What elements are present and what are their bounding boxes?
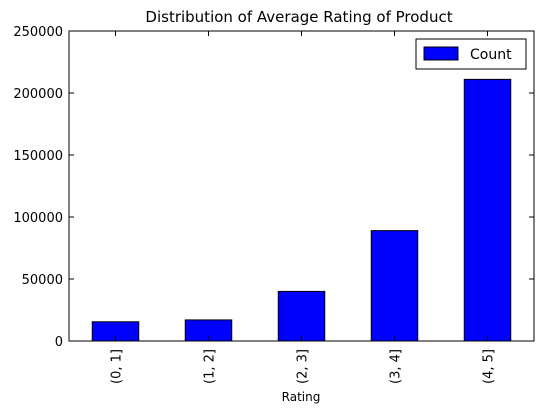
y-tick-label-1: 50000 [22, 273, 63, 288]
x-axis: (0, 1] (1, 2] (2, 3] (3, 4] (4, 5] [110, 31, 497, 384]
x-tick-label-2: (2, 3] [296, 349, 311, 384]
plot-frame [68, 30, 535, 342]
y-tick-label-5: 250000 [13, 25, 63, 40]
x-tick-label-3: (3, 4] [389, 349, 404, 384]
y-tick-label-4: 200000 [13, 87, 63, 102]
x-tick-label-0: (0, 1] [110, 349, 125, 384]
y-tick-label-3: 150000 [13, 149, 63, 164]
y-tick-label-0: 0 [55, 335, 63, 350]
y-tick-label-2: 100000 [13, 211, 63, 226]
x-tick-label-1: (1, 2] [203, 349, 218, 384]
bars-group [91, 78, 512, 342]
x-tick-label-4: (4, 5] [482, 349, 497, 384]
bar-4 [463, 78, 512, 342]
legend: Count [415, 38, 527, 70]
x-axis-label: Rating [282, 390, 321, 404]
bar-2 [277, 290, 326, 342]
y-axis: 0 50000 100000 150000 200000 250000 [13, 25, 534, 350]
legend-swatch-count [423, 46, 459, 61]
legend-label-count: Count [470, 47, 512, 63]
bar-3 [370, 230, 419, 342]
chart-title: Distribution of Average Rating of Produc… [145, 8, 452, 26]
